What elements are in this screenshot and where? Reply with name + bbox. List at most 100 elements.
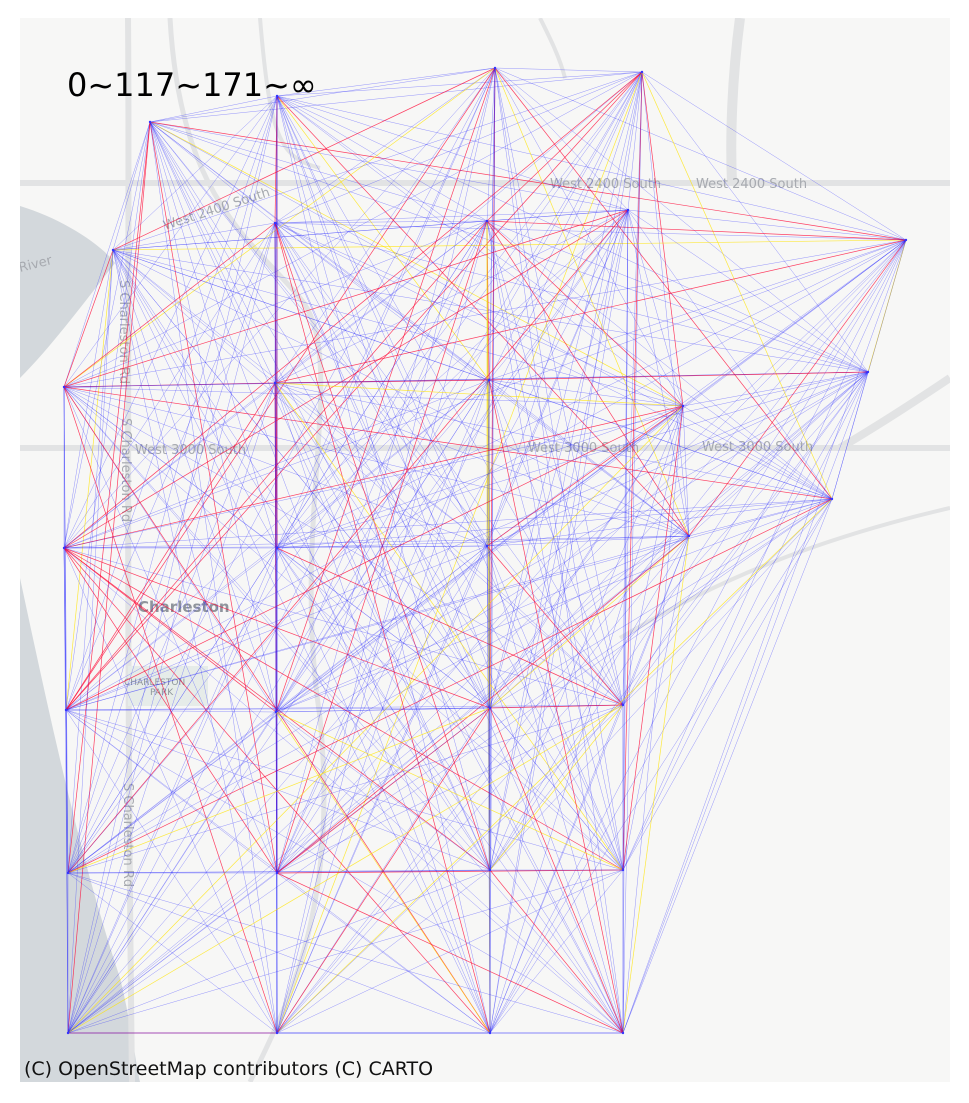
- flow-line: [65, 209, 629, 711]
- flow-line: [67, 704, 624, 874]
- flow-line: [65, 709, 69, 874]
- flow-line: [622, 498, 833, 1034]
- flow-node: [273, 221, 277, 225]
- flow-line: [67, 545, 488, 1034]
- flow-line: [489, 67, 496, 871]
- flow-line: [486, 545, 624, 871]
- flow-line: [275, 209, 629, 713]
- flow-line: [276, 704, 624, 1034]
- flow-line: [276, 547, 624, 706]
- flow-line: [63, 547, 491, 709]
- flow-line: [67, 222, 276, 1034]
- flow-line: [63, 121, 151, 549]
- flow-line: [489, 498, 833, 1034]
- flow-line: [67, 711, 277, 874]
- flow-line: [67, 872, 624, 1034]
- flow-line: [486, 220, 684, 407]
- flow-line: [63, 547, 277, 713]
- flow-line: [622, 209, 629, 871]
- flow-line: [276, 95, 491, 709]
- flow-line: [112, 249, 276, 384]
- map-canvas[interactable]: West 2400 South West 2400 South West 240…: [20, 18, 950, 1082]
- flow-line: [275, 535, 690, 713]
- flow-line: [274, 222, 490, 381]
- flow-line: [276, 239, 907, 1034]
- flow-line: [489, 239, 907, 871]
- flow-node: [493, 66, 497, 70]
- flow-line: [486, 545, 491, 1034]
- flow-line: [489, 869, 624, 1034]
- flow-line: [149, 121, 624, 1034]
- flow-line: [641, 71, 833, 500]
- flow-line: [65, 121, 151, 711]
- map-frame[interactable]: West 2400 South West 2400 South West 240…: [20, 18, 950, 1082]
- flow-line: [67, 209, 629, 1034]
- flow-line: [276, 209, 629, 549]
- flow-line: [494, 67, 684, 407]
- flow-line: [276, 379, 490, 874]
- flow-line: [67, 869, 491, 1034]
- flow-line: [63, 71, 643, 549]
- flow-line: [274, 222, 833, 500]
- flow-line: [486, 220, 624, 1034]
- flow-line: [274, 222, 869, 373]
- flow-line: [67, 95, 278, 874]
- flow-line: [486, 545, 624, 706]
- flow-line: [486, 220, 624, 871]
- flow-line: [63, 545, 488, 549]
- flow-line: [831, 371, 869, 500]
- flow-line: [274, 220, 488, 224]
- flow-line: [488, 379, 833, 500]
- flow-line: [275, 220, 488, 713]
- flow-line: [274, 71, 643, 384]
- flow-line: [486, 67, 496, 222]
- flow-node: [66, 1031, 70, 1035]
- flow-line: [112, 249, 488, 547]
- flow-line: [276, 71, 643, 549]
- flow-line: [65, 547, 278, 711]
- flow-line: [489, 67, 496, 1034]
- flow-line: [641, 71, 907, 241]
- flow-line: [489, 498, 833, 709]
- flow-line: [112, 249, 277, 713]
- flow-node: [621, 868, 625, 872]
- road-label-west-3000-south-c: West 3000 South: [702, 440, 813, 455]
- flow-node: [488, 706, 492, 710]
- flow-line: [149, 121, 833, 500]
- flow-line: [489, 704, 624, 709]
- flow-line: [276, 704, 624, 874]
- park-label-line1: CHARLESTON: [124, 678, 185, 688]
- flow-line: [276, 71, 643, 97]
- flow-line: [67, 704, 624, 1034]
- flow-line: [622, 535, 690, 706]
- flow-line: [65, 371, 869, 711]
- flow-line: [486, 535, 690, 547]
- flow-line: [274, 382, 624, 1034]
- flow-line: [63, 382, 276, 388]
- flow-line: [274, 209, 629, 384]
- flow-line: [486, 209, 629, 222]
- flow-line: [112, 249, 624, 871]
- flow-line: [274, 382, 690, 537]
- flow-line: [63, 220, 488, 388]
- flow-node: [111, 248, 115, 252]
- flow-line: [276, 872, 624, 1034]
- flow-line: [275, 711, 624, 871]
- flow-line: [67, 707, 491, 874]
- flow-node: [830, 497, 834, 501]
- flow-line: [489, 405, 684, 871]
- flow-line: [65, 239, 907, 711]
- flow-line: [641, 71, 690, 537]
- flow-node: [273, 381, 277, 385]
- flow-line: [63, 386, 491, 1034]
- flow-node: [485, 544, 489, 548]
- flow-line: [641, 71, 684, 407]
- flow-line: [63, 547, 624, 871]
- flow-line: [63, 249, 114, 549]
- flow-line: [67, 869, 491, 874]
- flow-line: [276, 95, 629, 211]
- flow-line: [486, 220, 491, 1034]
- flow-line: [112, 220, 488, 251]
- flow-line: [486, 220, 869, 373]
- flow-line: [489, 71, 643, 871]
